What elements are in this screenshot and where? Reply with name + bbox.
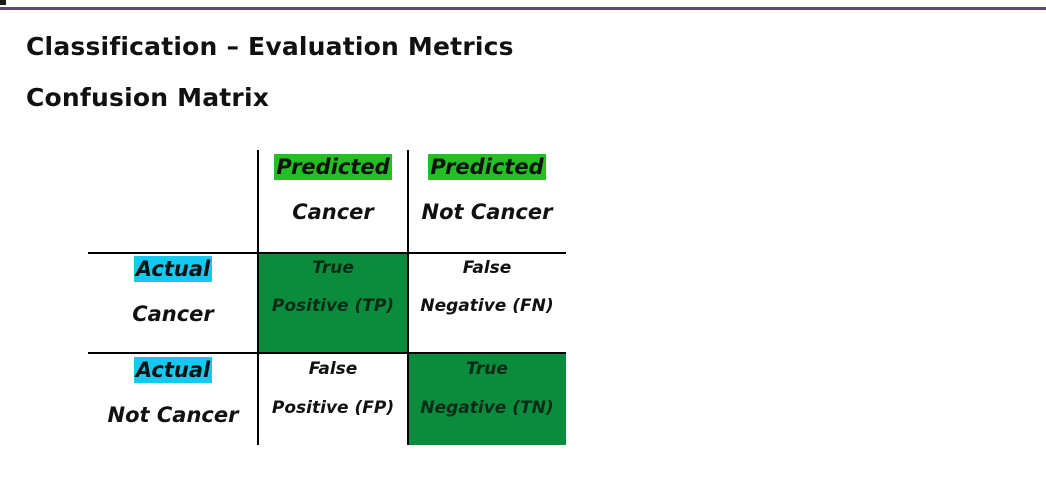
vertical-line-left: [257, 150, 259, 445]
tn-line2: Negative (TN): [420, 398, 554, 418]
col-1-highlight: Predicted: [274, 154, 392, 180]
tn-line1: True: [466, 359, 508, 379]
tp-line1: True: [312, 258, 354, 278]
horizontal-line-bottom: [88, 352, 566, 354]
fp-line1: False: [308, 359, 358, 379]
col-header-predicted-not-cancer: Predicted: [408, 154, 566, 180]
tp-line2: Positive (TP): [271, 296, 395, 316]
row-2-highlight: Actual: [133, 357, 213, 383]
fn-line1: False: [462, 258, 512, 278]
row-header-cancer-label: Cancer: [132, 302, 214, 326]
tp-cell-fill: [258, 253, 408, 353]
row-header-actual-cancer: Actual: [88, 256, 258, 282]
slide-subtitle: Confusion Matrix: [26, 83, 270, 112]
fn-line2: Negative (FN): [420, 296, 554, 316]
fp-line2: Positive (FP): [271, 398, 395, 418]
tn-cell-fill: [408, 353, 566, 445]
row-header-not-cancer-label: Not Cancer: [107, 403, 239, 427]
row-1-highlight: Actual: [133, 256, 213, 282]
col-header-cancer-label: Cancer: [292, 200, 374, 224]
vertical-line-right: [407, 150, 409, 445]
col-2-highlight: Predicted: [428, 154, 546, 180]
col-header-predicted-cancer: Predicted: [258, 154, 408, 180]
top-rule: [0, 7, 1046, 10]
col-header-not-cancer-label: Not Cancer: [421, 200, 553, 224]
corner-mark: [0, 0, 6, 5]
row-header-actual-not-cancer: Actual: [88, 357, 258, 383]
horizontal-line-top: [88, 252, 566, 254]
slide-title: Classification – Evaluation Metrics: [26, 32, 514, 61]
